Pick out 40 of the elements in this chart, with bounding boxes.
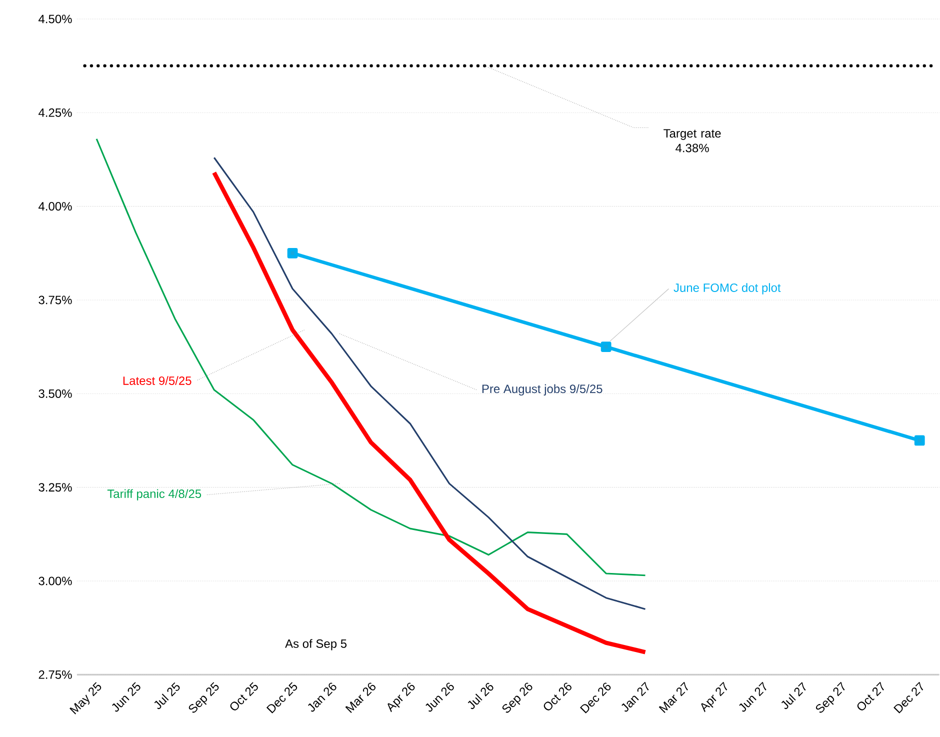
text: Pre August jobs 9/5/25 bbox=[482, 384, 602, 396]
x-tick-label: Oct 27 bbox=[857, 682, 884, 711]
y-tick-label: 3.75% bbox=[38, 296, 72, 304]
x-tick-label: Jun 27 bbox=[739, 682, 766, 712]
x-tick-label: Mar 26 bbox=[345, 682, 376, 714]
y-tick-label: 3.50% bbox=[38, 390, 72, 398]
x-tick-label: Jul 27 bbox=[781, 682, 806, 710]
x-tick-label: Jul 25 bbox=[154, 682, 180, 710]
x-tick-label: Apr 27 bbox=[701, 682, 728, 712]
annotation: As of Sep 5 bbox=[285, 639, 347, 650]
y-tick-label: 3.00% bbox=[38, 576, 72, 586]
x-tick-label: Jul 26 bbox=[468, 683, 494, 710]
x-tick-label: Apr 26 bbox=[388, 682, 415, 712]
x-tick-label: Jan 26 bbox=[308, 682, 336, 712]
x-tick-label: Sep 27 bbox=[816, 682, 845, 713]
text: June FOMC dot plot bbox=[674, 283, 781, 295]
y-tick-label: 3.25% bbox=[38, 483, 72, 492]
x-tick-label: Sep 26 bbox=[502, 682, 532, 713]
x-tick-label: Sep 25 bbox=[188, 682, 219, 713]
x-tick-label: Dec 26 bbox=[580, 682, 611, 714]
y-tick-label: 4.25% bbox=[38, 108, 72, 118]
y-tick-label: 4.50% bbox=[38, 14, 72, 24]
x-tick-label: Jun 26 bbox=[426, 682, 454, 712]
x-tick-label: Oct 26 bbox=[544, 682, 572, 711]
y-tick-label: 4.00% bbox=[38, 202, 72, 211]
point bbox=[914, 435, 925, 446]
x-tick-label: Oct 25 bbox=[230, 682, 258, 711]
y-tick-label: 2.75% bbox=[38, 670, 72, 680]
x-tick-label: Jun 25 bbox=[112, 682, 140, 712]
point bbox=[287, 248, 298, 259]
x-tick-label: May 25 bbox=[70, 682, 102, 715]
text: Latest 9/5/25 bbox=[123, 376, 192, 386]
point bbox=[600, 342, 612, 352]
ref-line-label: Target rate 4.38% bbox=[664, 129, 721, 152]
text: Tariff panic 4/8/25 bbox=[107, 489, 202, 501]
x-tick-label: Jan 27 bbox=[622, 682, 649, 712]
x-tick-label: Dec 25 bbox=[266, 682, 298, 714]
x-tick-label: Mar 27 bbox=[658, 682, 688, 714]
line-series bbox=[96, 138, 646, 576]
x-tick-label: Dec 27 bbox=[894, 682, 924, 714]
